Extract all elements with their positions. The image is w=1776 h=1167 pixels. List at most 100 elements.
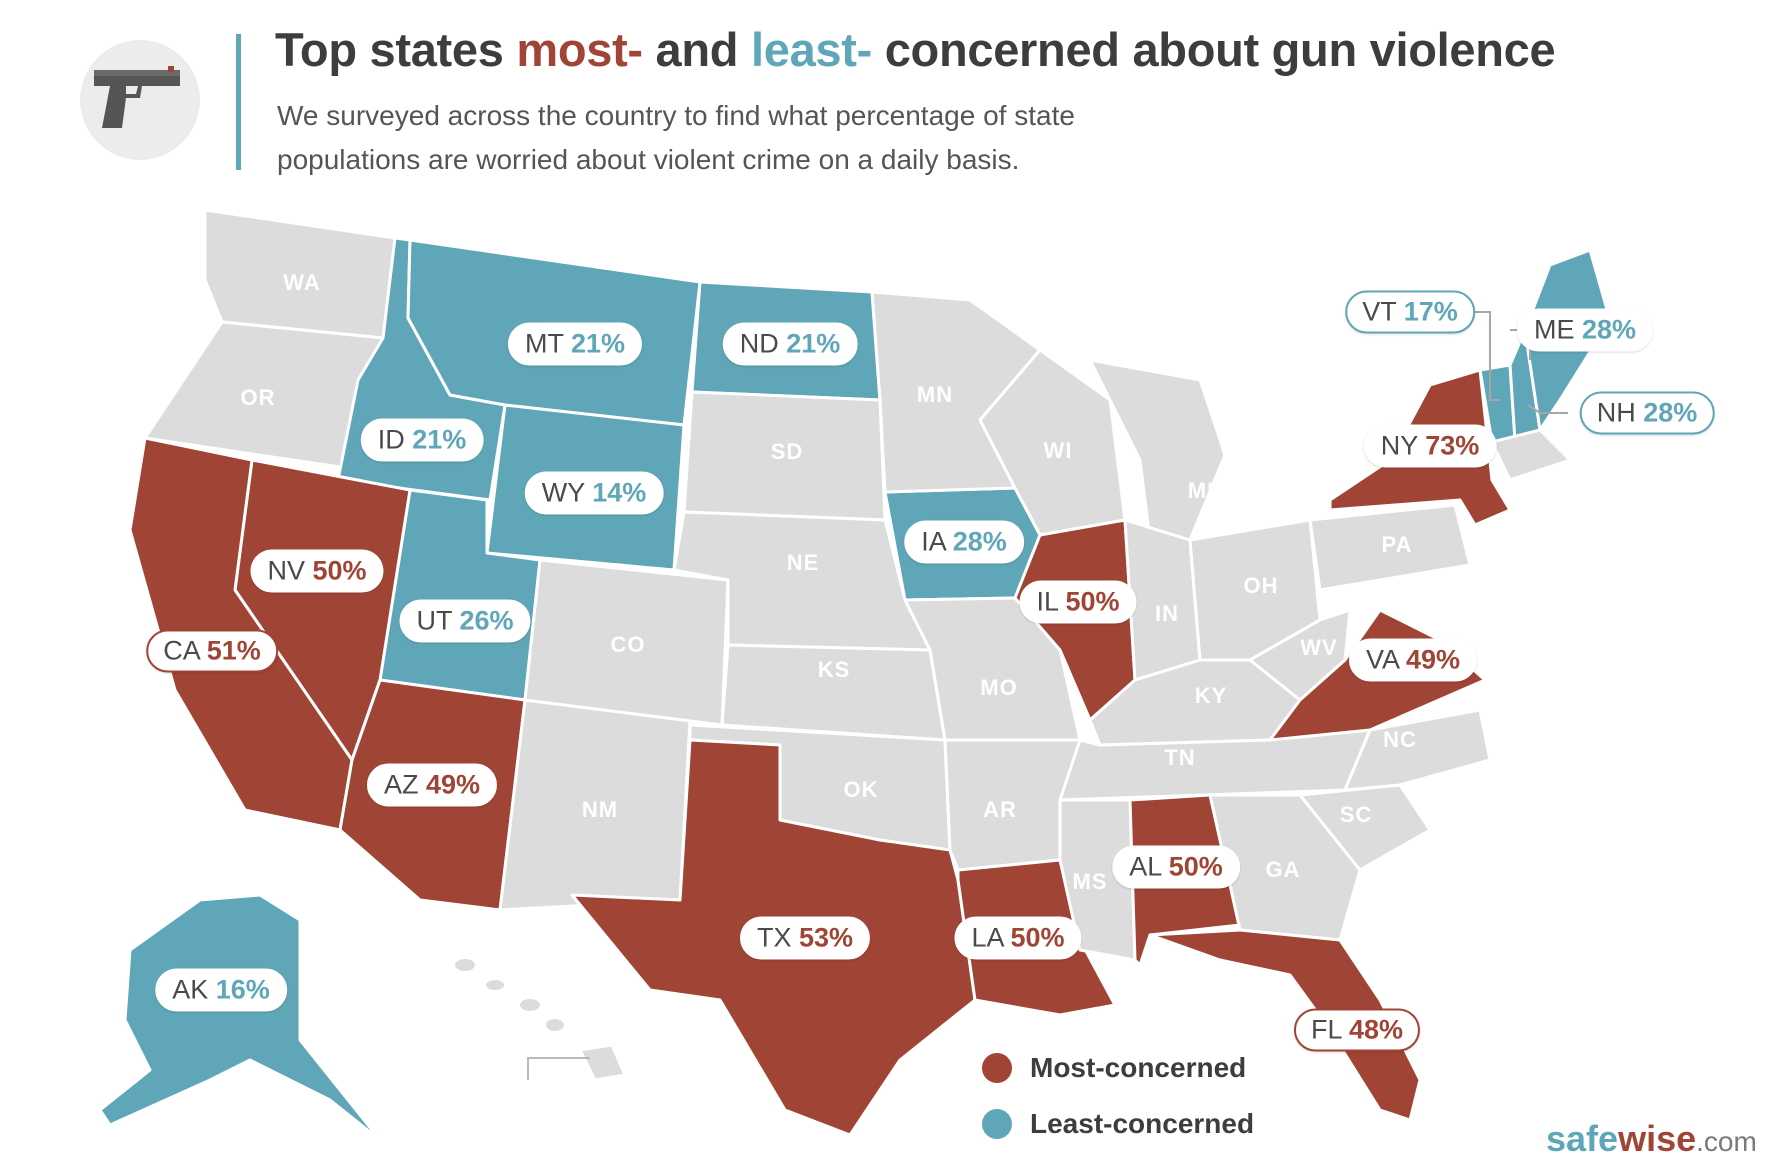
title-block: Top states most- and least- concerned ab…	[0, 0, 1776, 200]
legend-most: Most-concerned	[982, 1040, 1254, 1096]
label-NE: NE	[786, 550, 820, 575]
callout-VA-percent: 49%	[1406, 644, 1461, 675]
callout-CA: CA 51%	[146, 629, 278, 673]
label-WI: WI	[1043, 438, 1073, 463]
state-shape-AK	[98, 893, 382, 1142]
title-most-word: most-	[516, 23, 643, 76]
callout-IA-code: IA	[921, 526, 946, 557]
callout-LA: LA 50%	[954, 916, 1082, 960]
callout-NH-percent: 28%	[1643, 397, 1698, 428]
title-part-3: concerned about gun violence	[871, 23, 1556, 76]
title-part-1: Top states	[275, 23, 517, 76]
label-KS: KS	[817, 657, 851, 682]
brand-part-1: safe	[1546, 1118, 1619, 1159]
callout-MT: MT 21%	[507, 322, 643, 366]
legend-most-swatch	[982, 1053, 1012, 1083]
state-shape-PA	[1308, 503, 1472, 592]
callout-IL-code: IL	[1036, 586, 1058, 617]
callout-UT-percent: 26%	[459, 605, 514, 636]
state-shape-NC	[1343, 708, 1492, 792]
label-CO: CO	[610, 632, 646, 657]
label-OR: OR	[240, 385, 276, 410]
callout-ME-code: ME	[1533, 314, 1575, 345]
state-shape-GA	[1208, 793, 1362, 942]
state-shape-FL	[1148, 928, 1422, 1122]
callout-IL: IL 50%	[1019, 580, 1137, 624]
subtitle: We surveyed across the country to find w…	[277, 94, 1277, 182]
label-SC: SC	[1339, 802, 1373, 827]
label-NC: NC	[1383, 727, 1417, 752]
brand-logo: safewise.com	[1546, 1118, 1757, 1160]
title-accent-bar	[236, 34, 241, 170]
callout-NY-code: NY	[1380, 430, 1418, 461]
callout-ID-code: ID	[377, 424, 405, 455]
callout-UT-code: UT	[416, 605, 452, 636]
legend-least: Least-concerned	[982, 1096, 1254, 1152]
state-shape-HI	[578, 1043, 627, 1082]
callout-WY-percent: 14%	[592, 477, 647, 508]
label-OH: OH	[1243, 573, 1279, 598]
hawaii-island-2	[486, 980, 504, 990]
label-GA: GA	[1265, 857, 1301, 882]
callout-FL: FL 48%	[1293, 1008, 1421, 1052]
callout-IA-percent: 28%	[952, 526, 1007, 557]
callout-TX-code: TX	[756, 922, 792, 953]
page-title: Top states most- and least- concerned ab…	[275, 22, 1556, 77]
callout-CA-code: CA	[163, 635, 200, 666]
callout-AL: AL 50%	[1112, 845, 1240, 889]
label-MS: MS	[1072, 869, 1108, 894]
callout-TX-percent: 53%	[798, 922, 854, 953]
callout-VA-code: VA	[1365, 644, 1399, 675]
label-WA: WA	[283, 270, 321, 295]
callout-MT-code: MT	[524, 328, 564, 359]
state-shape-MS	[1058, 798, 1137, 962]
callout-VT-code: VT	[1362, 296, 1397, 327]
brand-part-3: .com	[1696, 1126, 1757, 1157]
callout-FL-percent: 48%	[1348, 1014, 1404, 1045]
callout-MT-percent: 21%	[570, 328, 626, 359]
callout-NV: NV 50%	[250, 549, 384, 593]
callout-AK-code: AK	[172, 974, 209, 1005]
gun-icon	[94, 66, 180, 128]
nh-leader-line	[1527, 404, 1568, 414]
title-part-2: and	[642, 23, 751, 76]
hawaii-island-4	[546, 1019, 564, 1031]
callout-VA: VA 49%	[1348, 638, 1478, 682]
callout-WY-code: WY	[541, 477, 585, 508]
callout-NY: NY 73%	[1363, 424, 1497, 468]
label-HI: HI	[517, 1092, 541, 1117]
label-MI: MI	[1187, 478, 1215, 503]
callout-NH: NH 28%	[1579, 391, 1715, 435]
legend-least-swatch	[982, 1109, 1012, 1139]
callout-AL-code: AL	[1129, 851, 1162, 882]
callout-ND-code: ND	[739, 328, 779, 359]
callout-AL-percent: 50%	[1168, 851, 1223, 882]
callout-IA: IA 28%	[904, 520, 1024, 564]
label-IN: IN	[1155, 601, 1179, 626]
callout-CA-percent: 51%	[206, 635, 261, 666]
callout-AZ-code: AZ	[383, 769, 419, 800]
label-WV: WV	[1300, 635, 1338, 660]
callout-LA-percent: 50%	[1010, 922, 1065, 953]
state-shape-southern-new-england	[1490, 428, 1572, 482]
legend-least-label: Least-concerned	[1030, 1108, 1255, 1139]
callout-NY-percent: 73%	[1425, 430, 1480, 461]
callout-AK-percent: 16%	[215, 974, 270, 1005]
label-OK: OK	[843, 777, 879, 802]
callout-VT: VT 17%	[1345, 290, 1475, 334]
legend: Most-concerned Least-concerned	[982, 1040, 1254, 1152]
subtitle-line-2: populations are worried about violent cr…	[277, 144, 1020, 175]
callout-WY: WY 14%	[524, 471, 664, 515]
callout-AK: AK 16%	[155, 968, 287, 1012]
callout-ME-percent: 28%	[1581, 314, 1637, 345]
label-SD: SD	[770, 439, 804, 464]
callout-NV-percent: 50%	[312, 555, 367, 586]
brand-part-2: wise	[1618, 1118, 1697, 1159]
label-MN: MN	[916, 382, 954, 407]
title-least-word: least-	[750, 23, 872, 76]
hawaii-island-3	[520, 999, 540, 1011]
label-MO: MO	[980, 675, 1018, 700]
label-AR: AR	[983, 797, 1017, 822]
vt-leader-line	[1472, 311, 1500, 401]
legend-most-label: Most-concerned	[1030, 1052, 1247, 1083]
